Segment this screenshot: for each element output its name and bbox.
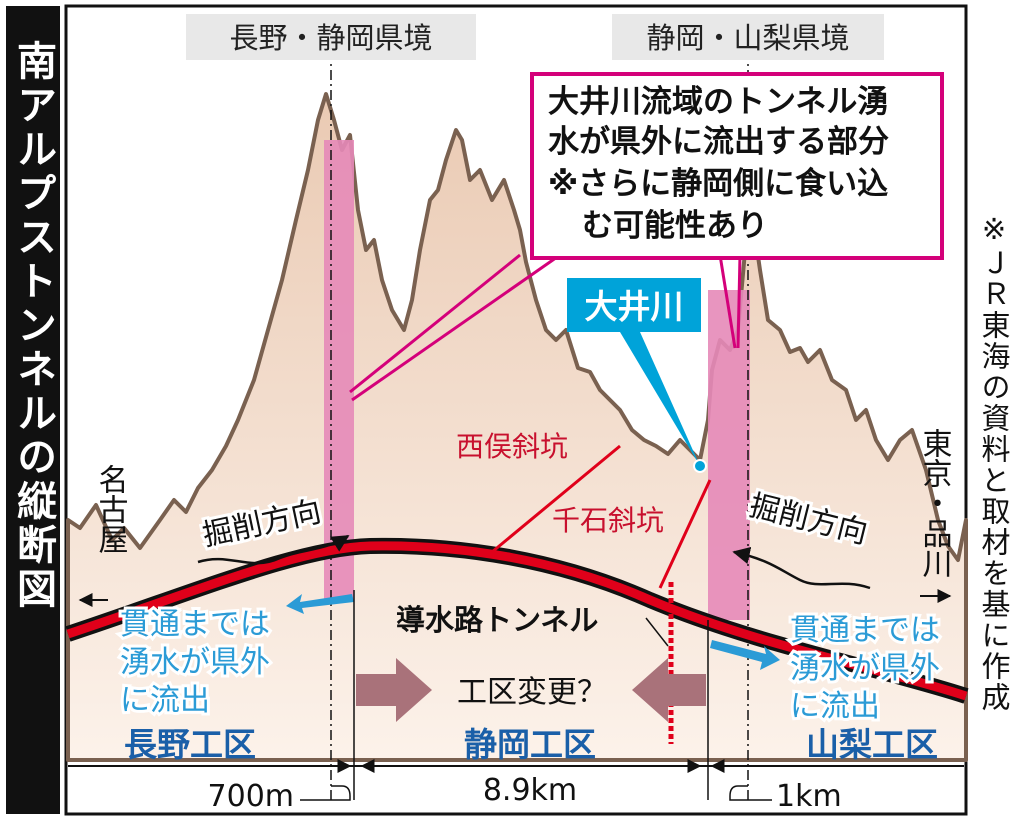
conduit-label: 導水路トンネル <box>396 603 598 637</box>
title-bar <box>6 6 60 814</box>
boundary-label-shizuoka-yamanashi: 静岡・山梨県境 <box>646 21 849 55</box>
zone-change-arrow-left <box>632 658 706 722</box>
callout-line-1: 大井川流域のトンネル湧 <box>548 84 888 120</box>
terminus-tokyo: 東京・品川 <box>917 428 953 578</box>
outflow-left-line-2: 湧水が県外 <box>120 645 270 680</box>
dimension-yamanashi-label: 1km <box>776 779 842 814</box>
river-label-box <box>567 278 701 332</box>
callout-box <box>530 72 944 260</box>
outflow-right-line-1: 貫通までは <box>790 613 940 648</box>
callout-line-3: ※さらに静岡側に食い込 <box>548 166 888 202</box>
callout-line-2: 水が県外に流出する部分 <box>548 124 889 160</box>
shaft-nishimata <box>491 444 621 554</box>
zone-change-label: 工区変更？ <box>457 675 607 710</box>
section-shizuoka: 静岡工区 <box>464 725 596 764</box>
dimension-nagano-label: 700m <box>208 779 294 814</box>
river-point <box>693 459 707 473</box>
boundary-label-nagano-shizuoka: 長野・静岡県境 <box>229 21 432 55</box>
outflow-left-line-3: に流出 <box>120 683 210 718</box>
callout-line-4: む可能性あり <box>582 208 768 244</box>
shaft-label-nishimata: 西俣斜坑 <box>456 430 568 463</box>
dimension-shizuoka-label: 8.9km <box>483 773 577 808</box>
outflow-arrow-left <box>286 594 354 614</box>
section-yamanashi: 山梨工区 <box>806 725 938 764</box>
section-nagano: 長野工区 <box>124 725 256 764</box>
source-note: ※ＪＲ東海の資料と取材を基に作成 <box>977 212 1011 713</box>
river-label: 大井川 <box>585 287 684 326</box>
shaft-senngoku <box>658 479 712 589</box>
outflow-right-line-2: 湧水が県外 <box>790 651 940 686</box>
zone-nagano-outflow <box>324 140 354 602</box>
terminus-nagoya: 名古屋 <box>93 464 128 554</box>
title-text: 南アルプストンネルの縦断図 <box>10 40 57 612</box>
zone-yamanashi-outflow <box>708 290 750 620</box>
river-pointer <box>620 332 700 466</box>
outflow-arrow-right <box>710 640 780 670</box>
outflow-left-line-1: 貫通までは <box>120 607 270 642</box>
main-tunnel-core <box>66 541 968 701</box>
outflow-right-line-3: に流出 <box>790 689 880 724</box>
excavation-arrow-left <box>197 534 350 565</box>
excavation-arrow-right <box>732 546 871 590</box>
zone-change-arrow-right <box>356 658 432 722</box>
shaft-label-senngoku: 千石斜坑 <box>552 504 664 537</box>
